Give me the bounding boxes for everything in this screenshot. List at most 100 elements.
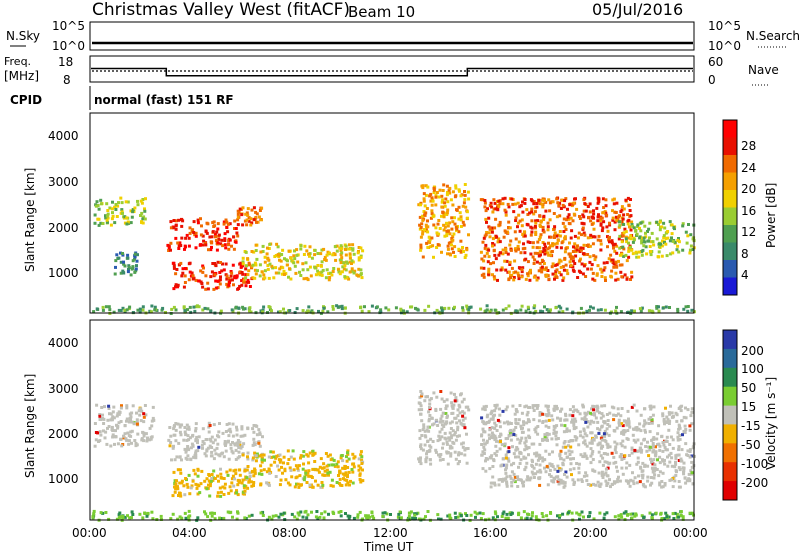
power-cell: [240, 213, 244, 217]
velocity-cell: [675, 419, 679, 423]
power-cbar-tick-4: 4: [741, 268, 749, 282]
velocity-cell: [110, 425, 114, 429]
power-ytick-3000: 3000: [48, 175, 79, 189]
power-cell: [122, 262, 126, 266]
velocity-cell: [116, 426, 120, 430]
velocity-cell: [99, 433, 103, 437]
power-cell: [650, 231, 654, 235]
velocity-cell: [520, 430, 524, 434]
power-cell: [124, 200, 128, 204]
power-cell: [131, 265, 135, 269]
velocity-cell: [582, 441, 586, 445]
velocity-cell: [419, 456, 422, 460]
velocity-cell: [150, 435, 154, 439]
velocity-cell: [275, 454, 279, 458]
power-cell: [546, 247, 550, 251]
velocity-cell: [189, 458, 193, 462]
power-cell: [184, 245, 187, 249]
power-cell: [549, 244, 553, 248]
velocity-cell: [603, 429, 607, 433]
velocity-cell: [488, 428, 492, 432]
power-cell: [509, 239, 513, 243]
velocity-cell: [142, 420, 146, 424]
power-cell: [514, 237, 518, 241]
velocity-cell: [111, 435, 115, 439]
velocity-cell: [626, 481, 630, 485]
velocity-cell: [125, 404, 129, 408]
power-cell: [285, 263, 289, 267]
velocity-cell: [564, 418, 568, 422]
power-cell: [531, 245, 535, 249]
velocity-cell: [670, 411, 674, 415]
velocity-cell: [308, 483, 312, 487]
velocity-cell: [507, 434, 511, 438]
power-cell: [250, 221, 254, 225]
power-cell: [422, 197, 426, 201]
velocity-cell: [494, 453, 498, 457]
power-cell: [444, 213, 448, 216]
velocity-cell: [145, 514, 149, 518]
velocity-cell: [286, 462, 290, 466]
power-cell: [387, 308, 391, 312]
power-cell: [313, 253, 317, 257]
power-cell: [558, 234, 562, 238]
power-cell: [677, 237, 680, 240]
power-cell: [230, 308, 234, 312]
power-cell: [599, 248, 603, 252]
velocity-cell: [109, 444, 113, 448]
velocity-cell: [583, 411, 587, 415]
velocity-cbar-label: Velocity [m s⁻¹]: [764, 377, 778, 470]
power-cell: [306, 309, 310, 313]
power-cell: [125, 308, 129, 312]
power-cell: [169, 248, 172, 252]
power-cell: [528, 270, 532, 274]
power-cell: [181, 219, 185, 223]
power-cell: [684, 230, 688, 234]
power-cell: [212, 220, 216, 224]
velocity-cell: [507, 459, 511, 463]
velocity-cell: [649, 483, 652, 487]
power-cell: [435, 246, 439, 249]
velocity-cell: [332, 463, 335, 467]
velocity-cell: [570, 511, 574, 515]
velocity-cell: [625, 437, 629, 441]
velocity-cell: [194, 451, 198, 455]
velocity-colorbar: 200 100 50 15 -15 -50 -100 -200 Velocity…: [722, 329, 778, 501]
velocity-cell: [196, 449, 200, 453]
power-cell: [483, 246, 487, 250]
velocity-cell: [240, 481, 244, 485]
power-cell: [170, 307, 174, 311]
velocity-cell: [504, 471, 508, 475]
velocity-cell: [682, 472, 686, 476]
power-cell: [629, 234, 633, 238]
nsearch-tick-bottom: 10^0: [708, 39, 741, 53]
velocity-cell: [538, 457, 541, 460]
velocity-cell: [311, 467, 315, 471]
power-cell: [348, 252, 352, 256]
power-cell: [618, 263, 622, 267]
velocity-cell: [299, 454, 303, 458]
power-cell: [344, 244, 348, 248]
velocity-cell: [105, 442, 109, 446]
power-cell: [357, 256, 361, 260]
power-colorbar-swatch: [723, 207, 737, 226]
velocity-cell: [514, 418, 518, 421]
power-cell: [534, 233, 538, 236]
power-cell: [569, 216, 573, 220]
power-cell: [611, 218, 615, 222]
power-cell: [430, 236, 434, 240]
power-cell: [261, 250, 265, 253]
power-cell: [623, 227, 627, 231]
power-cell: [201, 308, 205, 312]
power-cell: [244, 250, 248, 254]
power-cell: [647, 227, 651, 231]
velocity-cell: [676, 438, 680, 442]
power-cell: [122, 260, 125, 264]
power-cell: [624, 253, 628, 257]
power-cell: [445, 229, 449, 233]
velocity-cell: [448, 446, 452, 450]
power-cell: [534, 219, 538, 223]
velocity-cell: [281, 471, 284, 475]
velocity-cell: [519, 424, 523, 428]
velocity-cell: [677, 515, 681, 519]
